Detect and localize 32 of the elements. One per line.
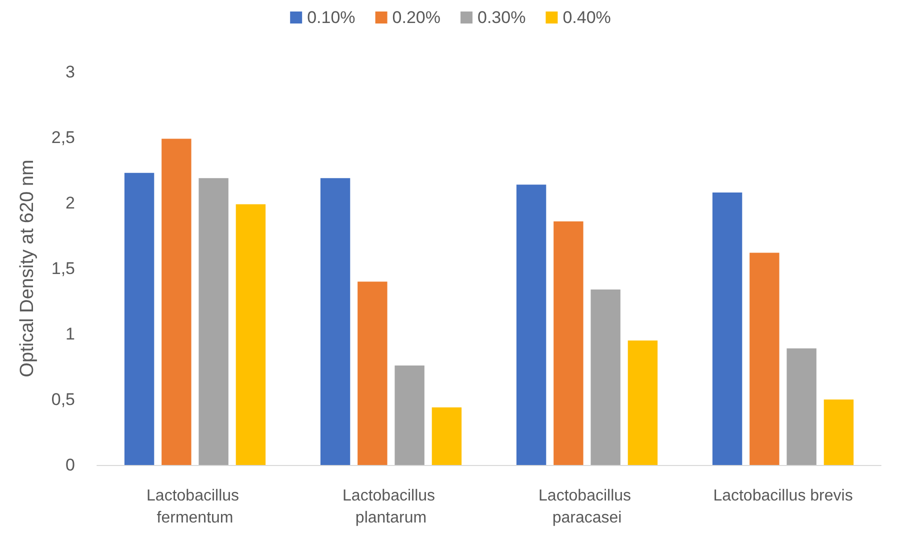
bar xyxy=(824,400,854,465)
x-tick-label: Lactobacillus plantarum xyxy=(342,488,440,526)
legend-label: 0.20% xyxy=(392,8,440,27)
bar xyxy=(628,340,658,465)
x-tick-label: Lactobacillus brevis xyxy=(713,488,853,504)
y-axis-title: Optical Density at 620 nm xyxy=(17,160,38,378)
y-tick-label: 0 xyxy=(66,456,75,474)
y-tick-label: 2,5 xyxy=(51,128,75,147)
bar xyxy=(124,172,154,465)
legend-label: 0.30% xyxy=(478,8,526,27)
bar xyxy=(320,178,350,465)
bar xyxy=(786,348,816,465)
bar xyxy=(554,221,584,465)
bar xyxy=(712,192,742,465)
bar xyxy=(750,252,780,465)
y-tick-label: 3 xyxy=(66,62,75,82)
x-tick-label: Lactobacillus paracasei xyxy=(538,488,636,526)
x-tick-label: Lactobacillus fermentum xyxy=(146,488,244,526)
legend-label: 0.10% xyxy=(307,8,356,27)
y-tick-label: 1 xyxy=(66,324,75,344)
y-tick-label: 1,5 xyxy=(51,259,75,278)
bar xyxy=(198,178,228,465)
bar xyxy=(394,365,424,465)
bar xyxy=(236,204,266,465)
bar xyxy=(162,138,192,465)
y-tick-label: 0,5 xyxy=(51,390,75,409)
legend-label: 0.40% xyxy=(562,8,611,27)
y-tick-label: 2 xyxy=(66,194,75,212)
bar xyxy=(590,289,620,465)
bar xyxy=(358,282,388,465)
bar xyxy=(516,184,546,465)
bar xyxy=(432,407,462,465)
